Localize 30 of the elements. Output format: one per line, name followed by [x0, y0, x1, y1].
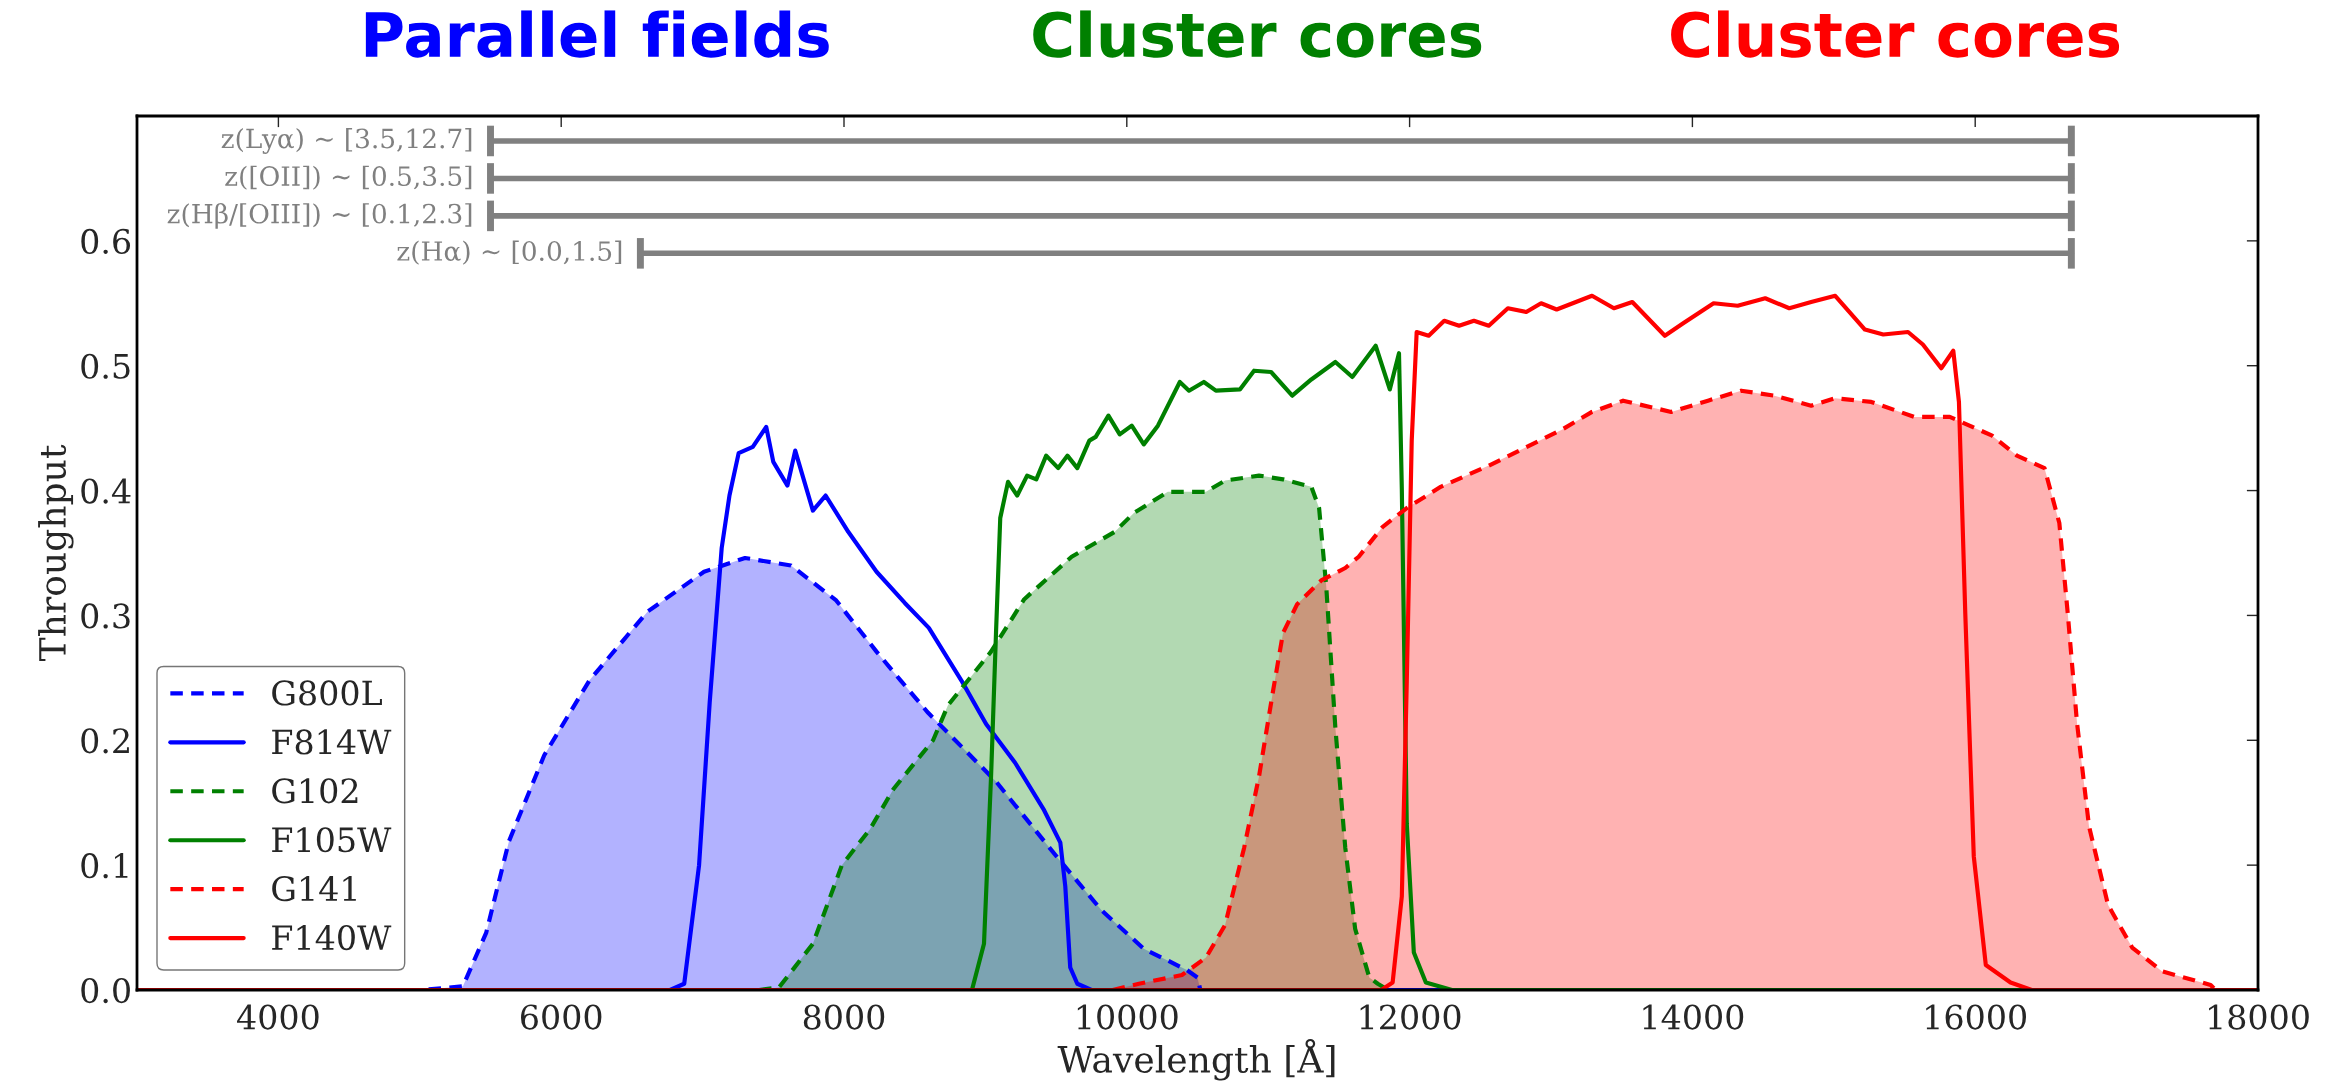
- legend-label: F105W: [272, 827, 392, 853]
- y-tick-label: 0.3: [81, 603, 130, 629]
- x-tick-label: 12000: [1360, 1004, 1461, 1030]
- legend-label: F814W: [272, 729, 392, 755]
- y-tick-label: 0.6: [81, 228, 131, 254]
- text: Cluster cores: [1671, 10, 2120, 58]
- series-label: z(Hβ/[OIII]) ∼ [0.1,2.3]: [167, 203, 472, 229]
- text: Cluster cores: [1033, 10, 1482, 58]
- text: Parallel fields: [365, 10, 829, 58]
- y-tick-label: 0.0: [81, 977, 130, 1004]
- series-label: z([OII]) ∼ [0.5,3.5]: [225, 165, 472, 190]
- y-tick-label: 0.5: [81, 353, 130, 379]
- series-label: z(Lyα) ∼ [3.5,12.7]: [221, 128, 472, 154]
- y-tick-label: 0.1: [81, 853, 128, 879]
- x-tick-label: 6000: [521, 1004, 602, 1030]
- x-tick-label: 14000: [1643, 1004, 1744, 1030]
- x-tick-label: 18000: [2209, 1004, 2309, 1030]
- legend-label: F140W: [272, 924, 392, 951]
- y-axis-title: Throughput: [38, 444, 74, 662]
- x-tick-label: 10000: [1077, 1004, 1178, 1030]
- series-label: z(Hα) ∼ [0.0,1.5]: [397, 240, 622, 265]
- legend-label: G800L: [272, 680, 382, 706]
- legend-label: G102: [272, 778, 358, 804]
- x-axis-title: Wavelength [Å]: [1057, 1038, 1335, 1081]
- y-tick-label: 0.2: [81, 728, 129, 754]
- x-tick-label: 16000: [1926, 1004, 2026, 1030]
- legend-label: G141: [272, 876, 356, 902]
- x-tick-label: 4000: [237, 1004, 319, 1030]
- y-tick-label: 0.4: [81, 478, 131, 504]
- x-tick-label: 8000: [803, 1004, 885, 1030]
